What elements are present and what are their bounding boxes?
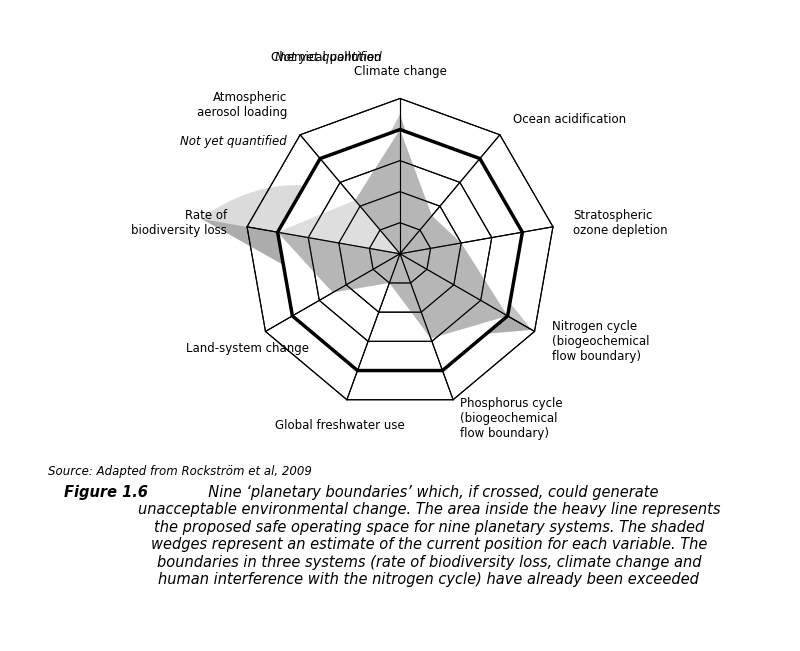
Text: Stratospheric
ozone depletion: Stratospheric ozone depletion [573, 210, 667, 238]
Text: Figure 1.6: Figure 1.6 [64, 485, 148, 500]
Text: Atmospheric
aerosol loading: Atmospheric aerosol loading [197, 91, 287, 119]
Polygon shape [400, 243, 532, 330]
Polygon shape [333, 254, 400, 292]
Polygon shape [201, 185, 400, 254]
Polygon shape [278, 232, 400, 292]
Text: Climate change: Climate change [354, 65, 446, 78]
Text: Chemical pollution: Chemical pollution [271, 51, 382, 64]
Polygon shape [400, 215, 461, 254]
Polygon shape [400, 215, 461, 254]
Text: Ocean acidification: Ocean acidification [513, 113, 626, 126]
Text: Global freshwater use: Global freshwater use [275, 419, 405, 432]
Polygon shape [278, 130, 522, 370]
Polygon shape [333, 254, 400, 292]
Polygon shape [355, 114, 400, 254]
Polygon shape [400, 254, 508, 339]
Text: Land-system change: Land-system change [186, 342, 310, 355]
Polygon shape [201, 219, 400, 292]
Polygon shape [400, 243, 508, 316]
Text: Source: Adapted from Rockström et al, 2009: Source: Adapted from Rockström et al, 20… [48, 465, 312, 478]
Text: Rate of
biodiversity loss: Rate of biodiversity loss [131, 210, 227, 238]
Polygon shape [278, 201, 400, 254]
Text: Not yet quantified: Not yet quantified [181, 135, 287, 148]
Text: Phosphorus cycle
(biogeochemical
flow boundary): Phosphorus cycle (biogeochemical flow bo… [460, 397, 562, 440]
Polygon shape [400, 130, 432, 254]
Polygon shape [390, 254, 431, 339]
Text: Nine ‘planetary boundaries’ which, if crossed, could generate
unacceptable envir: Nine ‘planetary boundaries’ which, if cr… [138, 485, 720, 587]
Polygon shape [390, 254, 431, 339]
Text: Nitrogen cycle
(biogeochemical
flow boundary): Nitrogen cycle (biogeochemical flow boun… [552, 320, 650, 363]
Text: Not yet quantified: Not yet quantified [274, 36, 382, 64]
Polygon shape [400, 254, 532, 339]
Polygon shape [355, 130, 400, 254]
Polygon shape [400, 114, 432, 254]
